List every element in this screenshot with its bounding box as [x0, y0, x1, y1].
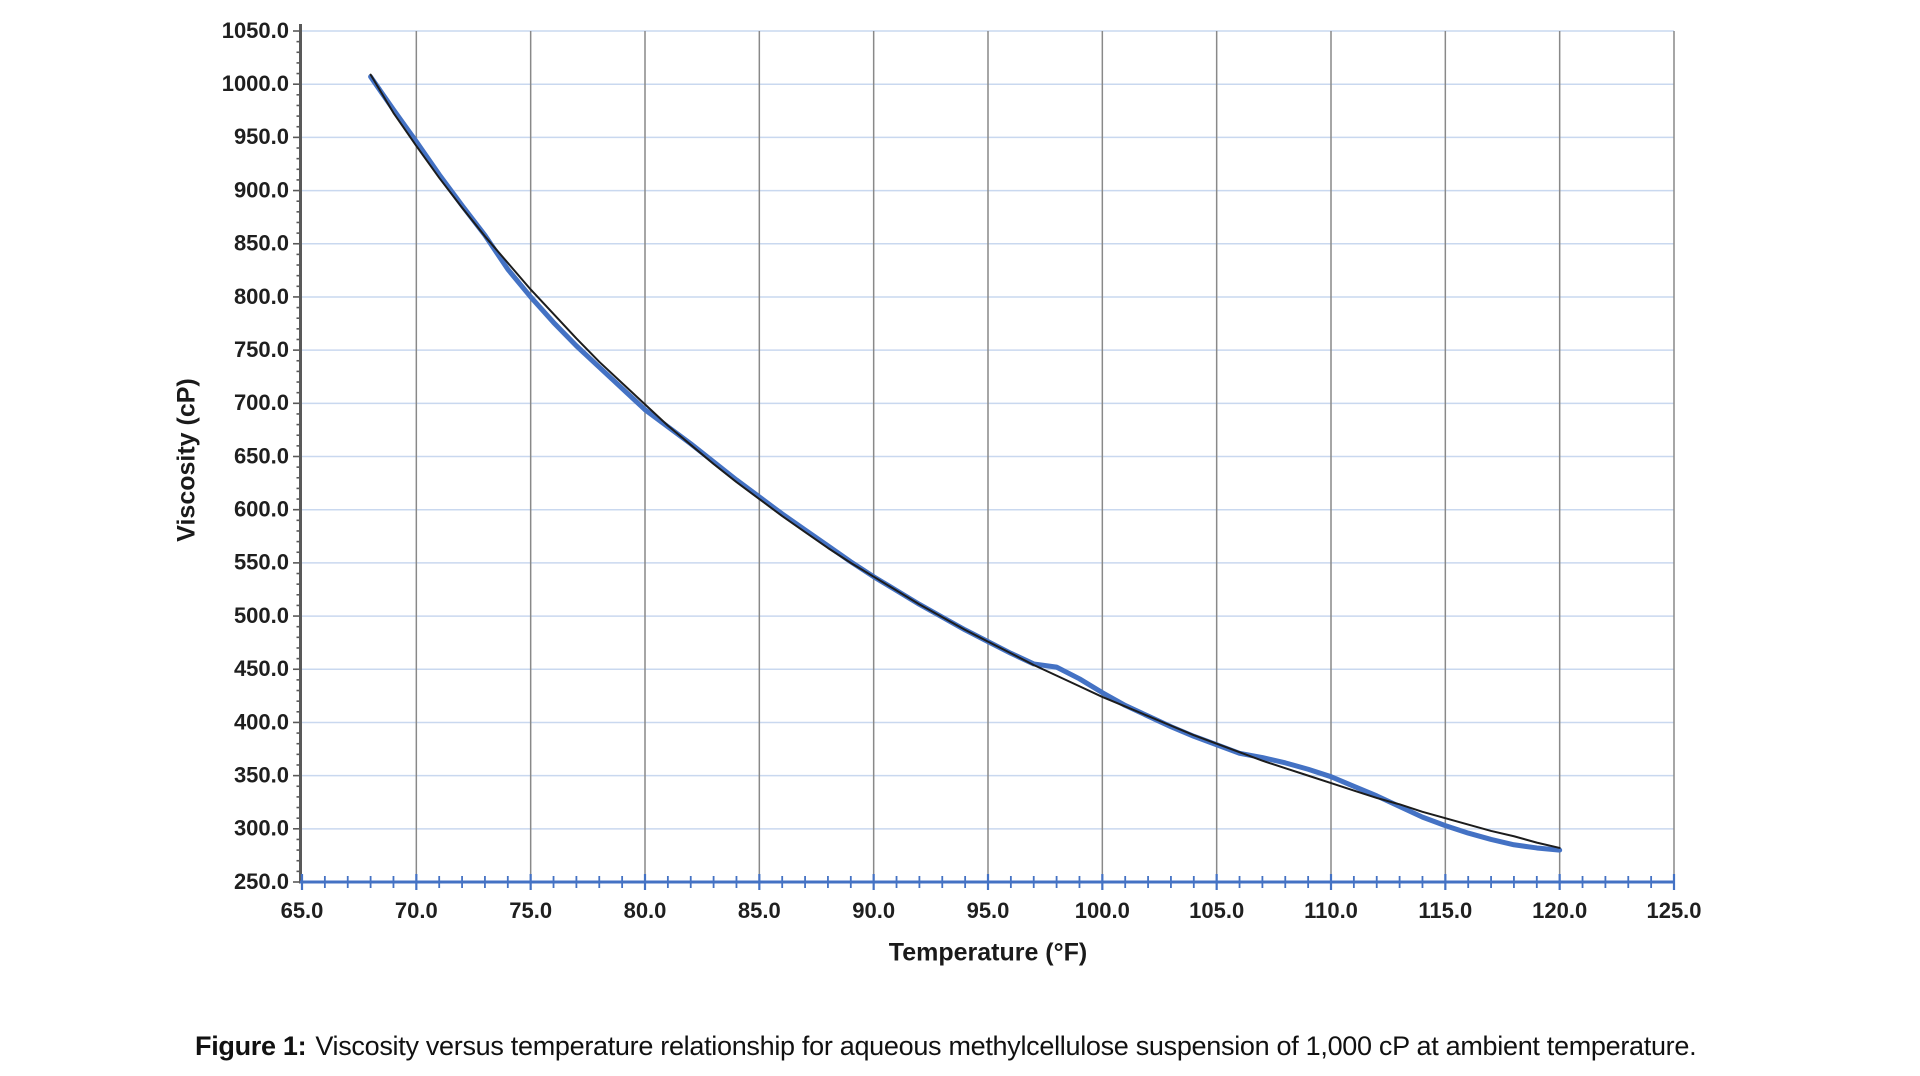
x-tick-label: 80.0	[624, 898, 667, 923]
x-tick-label: 115.0	[1418, 898, 1472, 923]
y-axis-title: Viscosity (cP)	[172, 378, 201, 542]
y-tick-label: 550.0	[234, 550, 289, 575]
y-tick-label: 800.0	[234, 284, 289, 309]
x-tick-label: 85.0	[738, 898, 781, 923]
x-tick-label: 100.0	[1075, 898, 1130, 923]
y-tick-label: 900.0	[234, 177, 289, 202]
y-tick-label: 300.0	[234, 816, 289, 841]
figure-caption-text: Viscosity versus temperature relationshi…	[315, 1031, 1697, 1061]
x-tick-label: 75.0	[509, 898, 552, 923]
x-tick-label: 70.0	[395, 898, 438, 923]
y-tick-label: 500.0	[234, 603, 289, 628]
figure-caption-label: Figure 1:	[195, 1031, 307, 1061]
y-tick-label: 1000.0	[222, 71, 289, 96]
y-tick-label: 750.0	[234, 337, 289, 362]
x-tick-label: 110.0	[1304, 898, 1358, 923]
y-tick-label: 650.0	[234, 443, 289, 468]
x-tick-label: 65.0	[281, 898, 324, 923]
measured-viscosity-series	[368, 74, 1563, 853]
y-tick-label: 400.0	[234, 709, 289, 734]
x-tick-label: 95.0	[967, 898, 1010, 923]
x-tick-label: 90.0	[852, 898, 895, 923]
y-tick-label: 250.0	[234, 869, 289, 894]
x-axis-title: Temperature (°F)	[888, 938, 1088, 967]
y-tick-label: 1050.0	[222, 18, 289, 43]
x-tick-label: 125.0	[1646, 898, 1701, 923]
x-tick-label: 105.0	[1189, 898, 1244, 923]
y-tick-label: 350.0	[234, 762, 289, 787]
y-tick-label: 850.0	[234, 231, 289, 256]
y-tick-label: 700.0	[234, 390, 289, 415]
x-tick-label: 120.0	[1532, 898, 1587, 923]
figure-caption: Figure 1: Viscosity versus temperature re…	[195, 1031, 1697, 1062]
y-tick-label: 600.0	[234, 497, 289, 522]
trendline-series	[369, 73, 1561, 849]
y-tick-label: 950.0	[234, 124, 289, 149]
y-tick-label: 450.0	[234, 656, 289, 681]
